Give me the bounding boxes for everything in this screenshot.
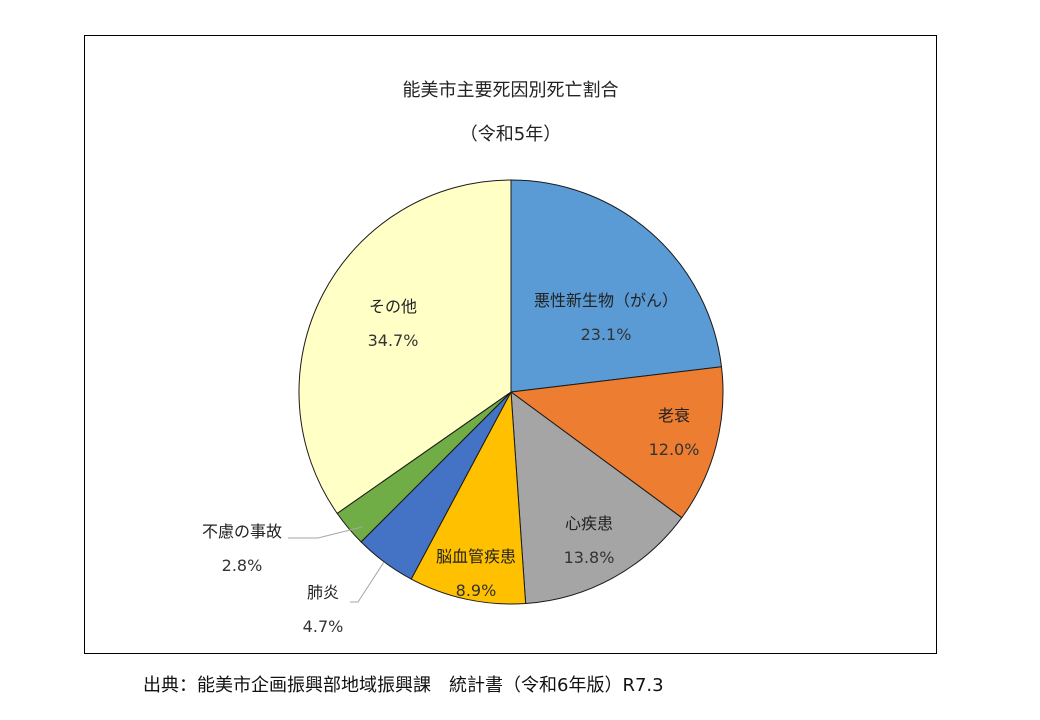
label-other: その他 34.7%: [368, 293, 419, 350]
label-heart-disease: 心疾患 13.8%: [564, 510, 615, 567]
label-pneumonia-pct: 4.7%: [302, 617, 344, 636]
label-pneumonia: 肺炎 4.7%: [303, 579, 344, 636]
label-accident-name: 不慮の事故: [201, 522, 283, 541]
label-heart-disease-name: 心疾患: [564, 514, 614, 533]
slice-heart-disease: [510, 390, 683, 605]
label-senility: 老衰 12.0%: [649, 402, 700, 459]
label-cancer-name: 悪性新生物（がん）: [533, 291, 679, 310]
label-cancer-pct: 23.1%: [580, 325, 632, 344]
label-other-pct: 34.7%: [367, 331, 419, 350]
slice-cerebrovascular: [410, 390, 527, 605]
label-cerebrovascular-pct: 8.9%: [455, 581, 497, 600]
label-cancer: 悪性新生物（がん） 23.1%: [534, 287, 678, 344]
slice-cancer: [510, 179, 723, 393]
chart-title: 能美市主要死因別死亡割合: [402, 80, 619, 101]
label-senility-pct: 12.0%: [648, 440, 700, 459]
label-accident: 不慮の事故 2.8%: [202, 518, 282, 575]
label-cerebrovascular-name: 脳血管疾患: [435, 547, 517, 566]
leader-lines: [288, 526, 385, 603]
label-other-name: その他: [368, 297, 418, 316]
label-pneumonia-name: 肺炎: [306, 583, 339, 602]
label-heart-disease-pct: 13.8%: [563, 548, 615, 567]
slice-senility: [509, 366, 724, 519]
label-accident-pct: 2.8%: [221, 556, 263, 575]
source-note: 出典：能美市企画振興部地域振興課 統計書（令和6年版）R7.3: [143, 675, 664, 696]
label-senility-name: 老衰: [657, 406, 691, 425]
label-cerebrovascular: 脳血管疾患 8.9%: [436, 543, 516, 600]
slice-other: [298, 179, 512, 515]
chart-subtitle: （令和5年）: [459, 124, 562, 145]
pie-slices: [298, 179, 724, 605]
leader-line-pneumonia: [350, 561, 385, 603]
leader-line-accident: [288, 526, 363, 539]
